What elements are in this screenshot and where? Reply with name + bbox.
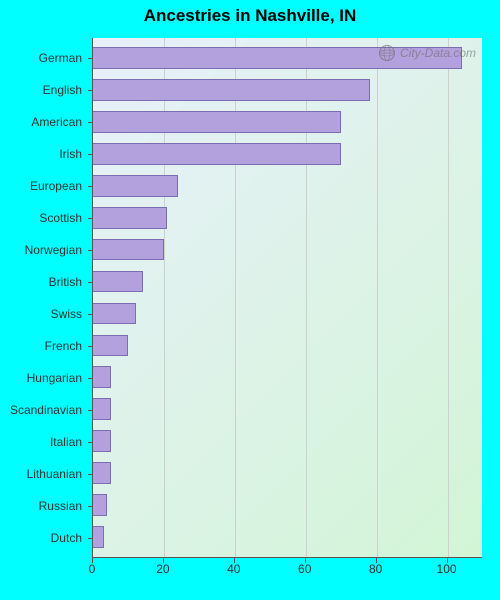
y-axis-label: French — [0, 330, 88, 362]
y-tick-mark — [88, 90, 93, 91]
bar — [93, 239, 164, 261]
bar — [93, 303, 136, 325]
bar-row — [93, 298, 482, 330]
bar-row — [93, 170, 482, 202]
bar — [93, 494, 107, 516]
bar-row — [93, 266, 482, 298]
bar — [93, 526, 104, 548]
y-tick-mark — [88, 122, 93, 123]
bar-row — [93, 329, 482, 361]
bar — [93, 366, 111, 388]
y-tick-mark — [88, 538, 93, 539]
watermark: City-Data.com — [378, 44, 476, 62]
y-tick-mark — [88, 154, 93, 155]
x-tick-label: 20 — [156, 562, 169, 576]
bar — [93, 430, 111, 452]
bar — [93, 207, 167, 229]
x-tick-label: 80 — [369, 562, 382, 576]
bar-row — [93, 74, 482, 106]
bars-container — [93, 38, 482, 557]
globe-icon — [378, 44, 396, 62]
bar — [93, 462, 111, 484]
bar — [93, 335, 128, 357]
bar-row — [93, 202, 482, 234]
y-axis-label: Irish — [0, 138, 88, 170]
y-tick-mark — [88, 442, 93, 443]
y-axis-label: Lithuanian — [0, 458, 88, 490]
bar-row — [93, 106, 482, 138]
y-axis-label: British — [0, 266, 88, 298]
bar — [93, 271, 143, 293]
bar — [93, 175, 178, 197]
y-axis-label: English — [0, 74, 88, 106]
bar-row — [93, 393, 482, 425]
bar-row — [93, 138, 482, 170]
bar — [93, 79, 370, 101]
y-tick-mark — [88, 410, 93, 411]
y-tick-mark — [88, 282, 93, 283]
y-axis-label: American — [0, 106, 88, 138]
bar-row — [93, 234, 482, 266]
bar — [93, 111, 341, 133]
y-tick-mark — [88, 346, 93, 347]
y-tick-mark — [88, 58, 93, 59]
y-axis-label: German — [0, 42, 88, 74]
y-tick-mark — [88, 474, 93, 475]
x-axis: 0 20 40 60 80 100 — [92, 560, 482, 590]
y-axis-label: Swiss — [0, 298, 88, 330]
y-axis-label: Scottish — [0, 202, 88, 234]
x-tick-label: 60 — [298, 562, 311, 576]
chart-title: Ancestries in Nashville, IN — [0, 6, 500, 26]
y-tick-mark — [88, 314, 93, 315]
y-axis-label: Russian — [0, 490, 88, 522]
bar — [93, 143, 341, 165]
bar-row — [93, 489, 482, 521]
y-axis-label: Scandinavian — [0, 394, 88, 426]
y-tick-mark — [88, 250, 93, 251]
y-axis-label: Hungarian — [0, 362, 88, 394]
bar-row — [93, 425, 482, 457]
x-tick-label: 0 — [89, 562, 96, 576]
x-tick-label: 100 — [437, 562, 457, 576]
bar — [93, 398, 111, 420]
y-tick-mark — [88, 186, 93, 187]
bar-row — [93, 361, 482, 393]
y-tick-mark — [88, 218, 93, 219]
y-axis-label: Dutch — [0, 522, 88, 554]
y-axis-label: Italian — [0, 426, 88, 458]
bar-row — [93, 521, 482, 553]
y-tick-mark — [88, 506, 93, 507]
watermark-text: City-Data.com — [400, 46, 476, 60]
y-tick-mark — [88, 378, 93, 379]
page-root: Ancestries in Nashville, IN GermanEnglis… — [0, 0, 500, 600]
x-tick-label: 40 — [227, 562, 240, 576]
y-axis-label: Norwegian — [0, 234, 88, 266]
bar-row — [93, 457, 482, 489]
plot-area: City-Data.com — [92, 38, 482, 558]
y-axis-labels: GermanEnglishAmericanIrishEuropeanScotti… — [0, 38, 88, 558]
y-axis-label: European — [0, 170, 88, 202]
